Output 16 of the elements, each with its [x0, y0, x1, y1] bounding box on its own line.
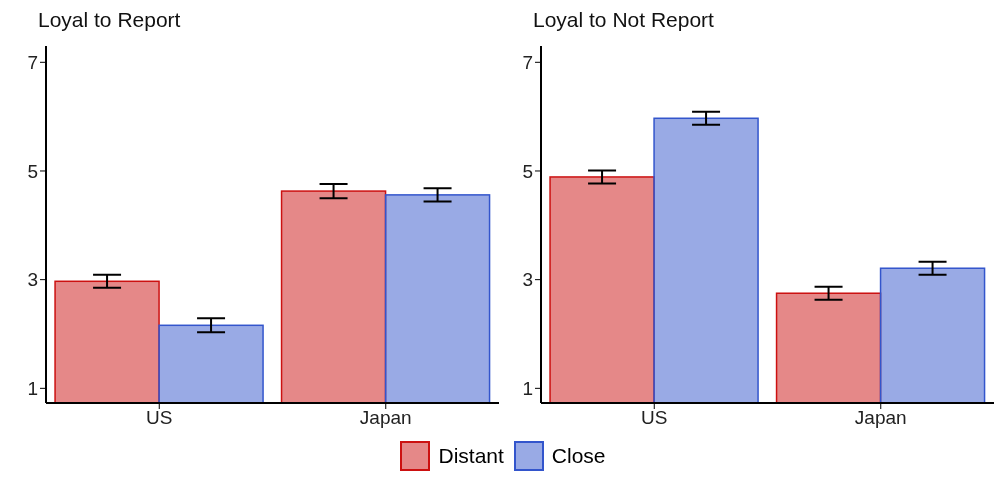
legend-label: Distant	[438, 444, 504, 468]
y-tick-label: 7	[522, 52, 533, 74]
legend-label: Close	[551, 444, 606, 468]
x-tick-label: US	[146, 407, 173, 429]
x-tick-label: Japan	[854, 407, 907, 429]
chart-title: Loyal to Report	[37, 8, 182, 33]
y-tick-label: 1	[522, 378, 533, 400]
y-tick-label: 3	[27, 269, 38, 291]
y-tick-label: 5	[27, 160, 38, 182]
chart-title: Loyal to Not Report	[532, 8, 715, 33]
x-tick-label: US	[641, 407, 668, 429]
y-tick-label: 5	[522, 160, 533, 182]
x-tick-label: Japan	[359, 407, 412, 429]
y-tick-label: 3	[522, 269, 533, 291]
y-tick-label: 1	[27, 378, 38, 400]
y-tick-label: 7	[27, 52, 38, 74]
